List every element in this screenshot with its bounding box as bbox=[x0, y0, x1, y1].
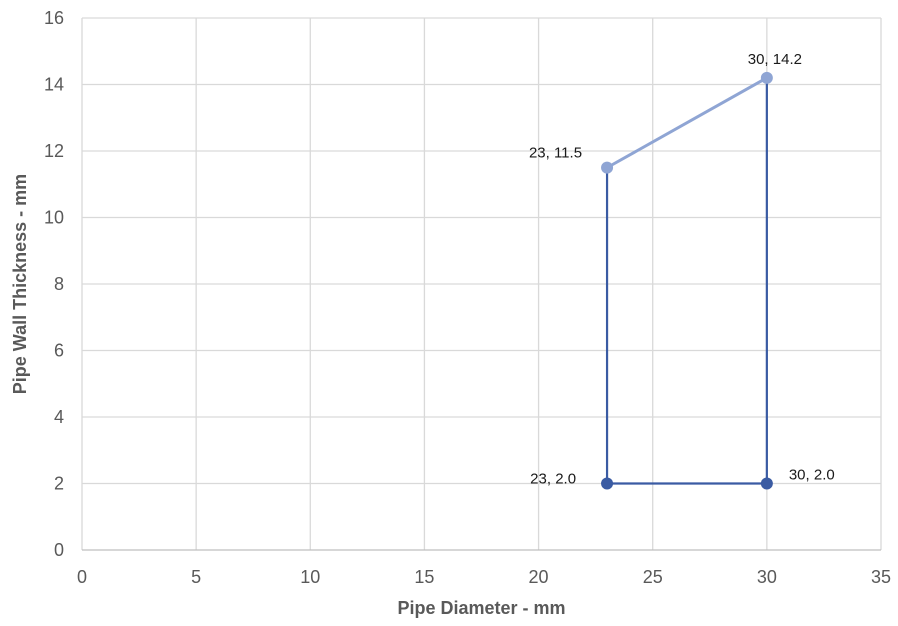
tick-labels: 0 5 10 15 20 25 30 35 0 2 4 6 8 10 12 14 16 bbox=[44, 8, 891, 587]
x-tick-label: 0 bbox=[77, 567, 87, 587]
x-tick-label: 35 bbox=[871, 567, 891, 587]
x-tick-label: 20 bbox=[529, 567, 549, 587]
data-point bbox=[760, 71, 773, 84]
y-tick-label: 8 bbox=[54, 274, 64, 294]
x-tick-label: 5 bbox=[191, 567, 201, 587]
y-tick-label: 0 bbox=[54, 540, 64, 560]
y-tick-label: 4 bbox=[54, 407, 64, 427]
y-tick-label: 12 bbox=[44, 141, 64, 161]
y-tick-label: 10 bbox=[44, 208, 64, 228]
x-tick-label: 15 bbox=[414, 567, 434, 587]
y-tick-label: 6 bbox=[54, 341, 64, 361]
data-label: 23, 2.0 bbox=[530, 471, 576, 488]
series-line-1 bbox=[606, 76, 768, 169]
data-label: 23, 11.5 bbox=[529, 145, 582, 162]
data-label: 30, 14.2 bbox=[748, 51, 802, 68]
x-tick-label: 30 bbox=[757, 567, 777, 587]
y-tick-label: 14 bbox=[44, 75, 64, 95]
y-axis-title: Pipe Wall Thickness - mm bbox=[10, 174, 30, 394]
series-line-2 bbox=[605, 77, 768, 485]
data-point bbox=[601, 161, 614, 174]
grid bbox=[81, 17, 882, 550]
data-label: 30, 2.0 bbox=[789, 467, 835, 484]
data-labels: 23, 11.5 30, 14.2 23, 2.0 30, 2.0 bbox=[529, 51, 835, 488]
series-group bbox=[601, 71, 773, 490]
data-point bbox=[760, 477, 773, 490]
y-tick-label: 2 bbox=[54, 474, 64, 494]
x-tick-label: 10 bbox=[300, 567, 320, 587]
data-point bbox=[601, 477, 614, 490]
x-tick-label: 25 bbox=[643, 567, 663, 587]
x-axis-title: Pipe Diameter - mm bbox=[397, 598, 565, 618]
y-tick-label: 16 bbox=[44, 8, 64, 28]
